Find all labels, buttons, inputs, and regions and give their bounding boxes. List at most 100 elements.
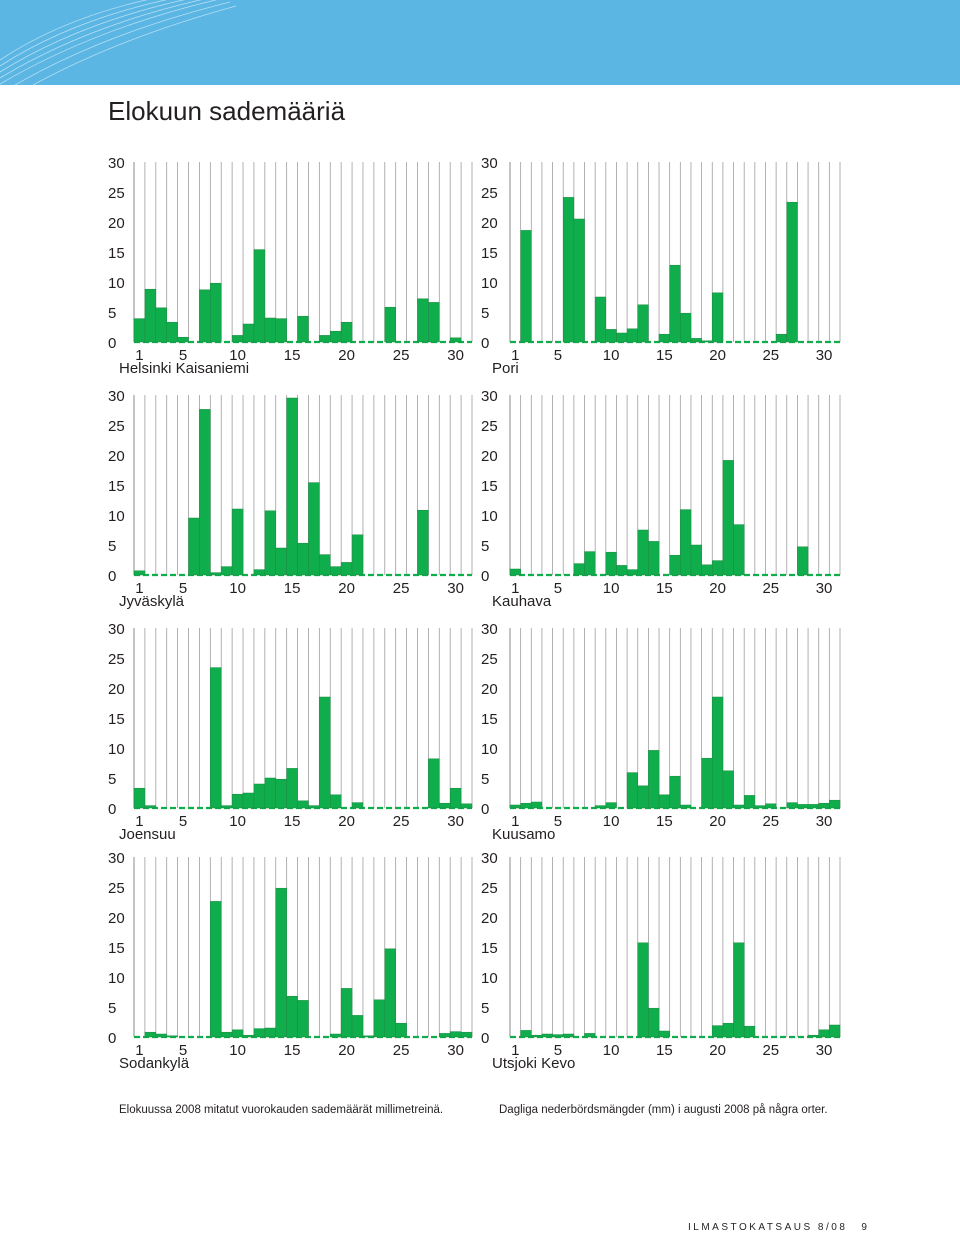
page-title: Elokuun sademääriä <box>108 96 346 126</box>
bar-day-20 <box>712 560 724 576</box>
bar-day-30 <box>449 337 462 343</box>
y-tick-label: 10 <box>481 275 498 292</box>
bar-day-16 <box>297 1000 309 1038</box>
bar-day-11 <box>242 323 255 343</box>
bar-day-8 <box>210 572 222 576</box>
y-tick-label: 10 <box>108 275 125 292</box>
y-tick-label: 25 <box>481 185 498 202</box>
bar-day-18 <box>690 544 702 576</box>
bar-day-20 <box>340 988 353 1038</box>
bar-day-17 <box>308 482 320 576</box>
y-tick-label: 25 <box>481 418 498 435</box>
bar-day-28 <box>428 302 440 343</box>
bar-day-17 <box>680 804 692 809</box>
x-tick-label: 1 <box>511 580 519 597</box>
bar-day-13 <box>637 785 649 809</box>
bar-day-25 <box>765 803 777 809</box>
caption-finnish: Elokuussa 2008 mitatut vuorokauden sadem… <box>119 1104 444 1116</box>
y-tick-label: 20 <box>108 910 125 927</box>
bar-day-10 <box>231 793 244 809</box>
x-tick-label: 20 <box>338 580 355 597</box>
bar-day-5 <box>177 336 189 343</box>
bar-day-20 <box>712 1025 724 1038</box>
y-tick-label: 0 <box>108 335 116 352</box>
bar-day-19 <box>330 566 342 576</box>
bar-day-8 <box>210 282 222 343</box>
bar-day-18 <box>319 554 331 576</box>
bar-day-29 <box>807 804 819 809</box>
y-tick-label: 0 <box>481 335 489 352</box>
y-tick-label: 20 <box>481 215 498 232</box>
bar-day-18 <box>319 335 331 343</box>
y-tick-label: 10 <box>108 970 125 987</box>
bar-day-11 <box>242 1034 255 1038</box>
y-tick-label: 0 <box>481 1030 489 1047</box>
bar-day-30 <box>449 1031 462 1038</box>
x-tick-label: 15 <box>656 1042 673 1059</box>
x-tick-label: 10 <box>603 580 620 597</box>
bar-day-10 <box>605 329 617 343</box>
bar-day-22 <box>733 804 745 809</box>
bar-day-5 <box>552 1034 564 1038</box>
x-tick-label: 20 <box>338 813 355 830</box>
y-tick-label: 5 <box>481 538 489 555</box>
x-tick-label: 1 <box>511 347 519 364</box>
x-tick-label: 5 <box>554 1042 562 1059</box>
bar-day-9 <box>594 805 607 809</box>
y-tick-label: 25 <box>481 880 498 897</box>
bar-day-3 <box>155 307 167 343</box>
y-tick-label: 30 <box>108 155 125 172</box>
bar-day-17 <box>308 805 320 809</box>
y-tick-label: 15 <box>108 711 125 728</box>
y-tick-label: 5 <box>481 1000 489 1017</box>
bar-day-10 <box>231 508 244 576</box>
x-tick-label: 10 <box>229 347 246 364</box>
bar-day-16 <box>669 775 681 809</box>
x-tick-label: 10 <box>603 1042 620 1059</box>
bar-day-2 <box>520 802 532 809</box>
x-tick-label: 30 <box>447 1042 464 1059</box>
x-tick-label: 10 <box>603 347 620 364</box>
bar-day-21 <box>351 802 364 809</box>
bar-day-29 <box>807 1034 819 1038</box>
bar-day-2 <box>144 1031 157 1038</box>
bar-day-7 <box>573 563 585 576</box>
y-tick-label: 30 <box>481 621 498 638</box>
bar-day-10 <box>605 551 617 576</box>
bar-day-14 <box>648 1007 660 1038</box>
bar-day-11 <box>616 332 628 343</box>
bar-day-7 <box>199 289 211 343</box>
bar-day-8 <box>584 1033 596 1038</box>
bar-day-9 <box>220 805 233 809</box>
bar-day-17 <box>680 509 692 576</box>
bar-day-4 <box>166 321 178 343</box>
bar-day-12 <box>626 328 638 343</box>
bar-day-12 <box>253 783 266 809</box>
x-tick-label: 5 <box>179 580 187 597</box>
x-tick-label: 15 <box>284 580 301 597</box>
bar-day-4 <box>166 1035 178 1038</box>
bar-day-1 <box>133 787 146 809</box>
station-name: Jyväskylä <box>119 593 185 610</box>
y-tick-label: 30 <box>481 155 498 172</box>
bar-day-21 <box>722 770 734 809</box>
bar-day-30 <box>818 802 830 809</box>
x-tick-label: 15 <box>284 1042 301 1059</box>
bar-day-15 <box>658 1030 670 1038</box>
x-tick-label: 1 <box>135 347 143 364</box>
x-tick-label: 25 <box>762 347 779 364</box>
y-tick-label: 20 <box>108 681 125 698</box>
bar-day-13 <box>264 1027 276 1038</box>
x-tick-label: 30 <box>816 813 833 830</box>
station-name: Kauhava <box>492 593 552 610</box>
bar-day-6 <box>188 517 200 576</box>
x-tick-label: 5 <box>179 813 187 830</box>
bar-day-11 <box>616 565 628 576</box>
y-tick-label: 25 <box>108 418 125 435</box>
bar-day-2 <box>520 230 532 343</box>
bar-day-7 <box>199 409 211 576</box>
x-tick-label: 1 <box>135 813 143 830</box>
y-tick-label: 20 <box>481 448 498 465</box>
